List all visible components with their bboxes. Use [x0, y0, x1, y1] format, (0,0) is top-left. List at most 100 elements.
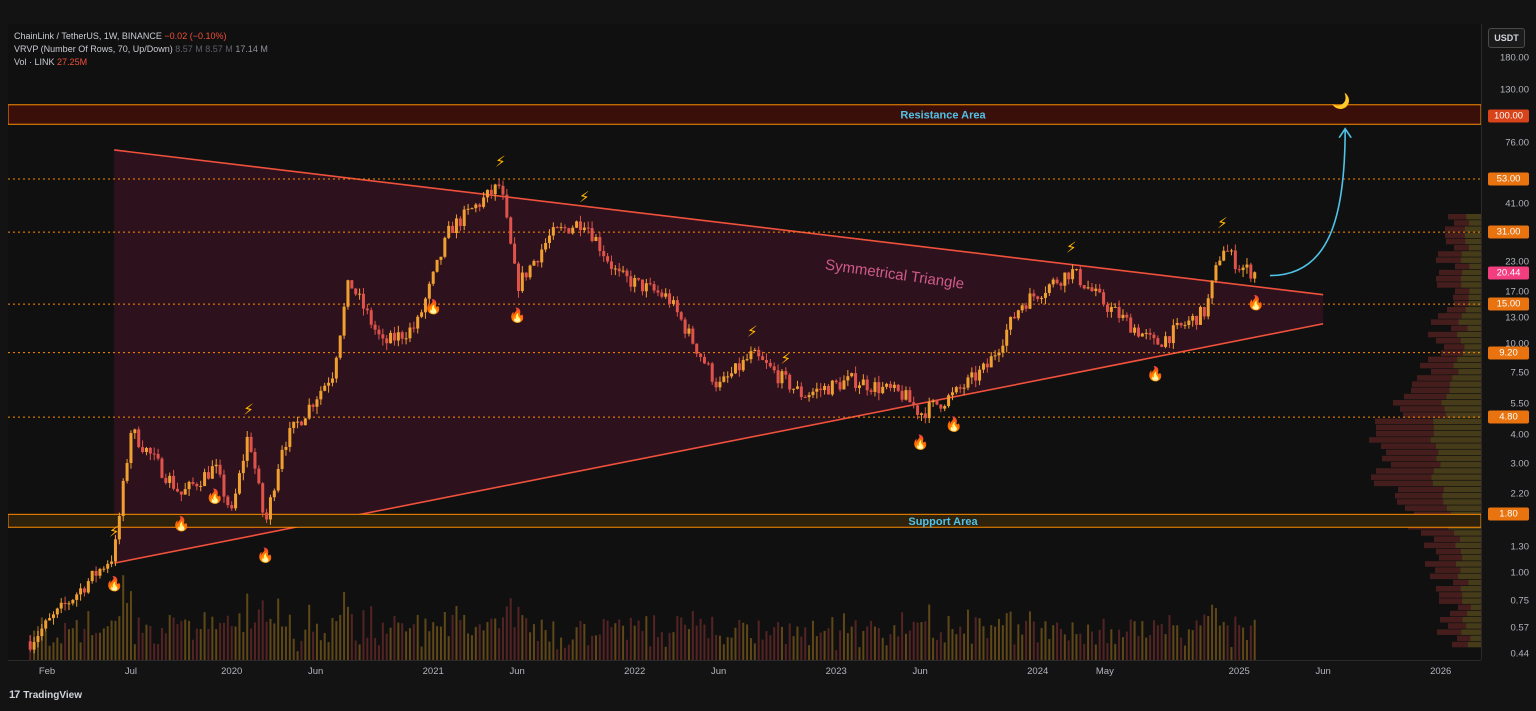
- volume-bar: [172, 617, 175, 660]
- volume-bar: [1048, 639, 1051, 660]
- candle-body: [412, 327, 416, 329]
- volume-bar: [935, 639, 938, 660]
- volume-bar: [184, 619, 187, 660]
- volume-bar: [660, 632, 663, 660]
- volume-bar: [684, 624, 687, 660]
- volume-profile-row: [1433, 418, 1481, 425]
- candle-body: [36, 636, 40, 643]
- candle-body: [1086, 287, 1090, 289]
- volume-bar: [777, 622, 780, 660]
- candle-body: [342, 306, 346, 336]
- volume-bar: [315, 623, 318, 660]
- volume-bar: [1238, 625, 1241, 660]
- volume-bar: [563, 647, 566, 660]
- volume-bar: [180, 620, 183, 660]
- volume-bar: [1183, 645, 1186, 660]
- legend-vrvp-value3: 17.14 M: [235, 44, 268, 54]
- volume-profile-row: [1460, 548, 1481, 555]
- volume-profile-row: [1438, 313, 1462, 319]
- price-tag-level[interactable]: 9.20: [1488, 346, 1529, 360]
- legend-vrvp-row[interactable]: VRVP (Number Of Rows, 70, Up/Down) 8.57 …: [14, 43, 268, 56]
- volume-profile-row: [1430, 437, 1481, 443]
- candle-body: [330, 378, 334, 383]
- candle-body: [547, 235, 551, 243]
- volume-bar: [114, 620, 117, 660]
- legend-symbol-row[interactable]: ChainLink / TetherUS, 1W, BINANCE −0.02 …: [14, 30, 268, 43]
- triangle-upper-trendline[interactable]: [114, 149, 1324, 296]
- chart-area[interactable]: Resistance Area Support Area ⚡ ⚡ ⚡ ⚡ ⚡ ⚡ ⚡ ⚡ 🔥 🔥 🔥 🔥…: [8, 24, 1481, 660]
- volume-bar: [955, 634, 958, 660]
- candle-body: [1055, 279, 1059, 284]
- volume-profile-row: [1460, 257, 1481, 263]
- price-tag-level[interactable]: 53.00: [1488, 172, 1529, 186]
- volume-profile-row: [1398, 486, 1444, 493]
- price-tick-label: 76.00: [1505, 137, 1529, 149]
- candle-body: [958, 387, 962, 389]
- volume-bar: [699, 618, 702, 660]
- legend-change: −0.02 (−0.10%): [164, 31, 227, 41]
- volume-bar: [1063, 634, 1066, 660]
- volume-bar: [641, 631, 644, 660]
- price-tag-resistance[interactable]: 100.00: [1488, 109, 1529, 123]
- lightning-icon: ⚡: [579, 189, 590, 206]
- candle-body: [660, 292, 664, 297]
- volume-profile-row: [1438, 251, 1462, 257]
- volume-bar: [567, 644, 570, 660]
- volume-profile-row: [1391, 462, 1441, 468]
- time-axis[interactable]: Feb Jul 2020 Jun 2021 Jun 2022 Jun 2023 Jun 2024 Ma…: [8, 660, 1481, 683]
- candle-body: [854, 373, 858, 389]
- price-tag-support[interactable]: 1.80: [1488, 507, 1529, 521]
- support-area-zone[interactable]: [8, 513, 1481, 528]
- tradingview-footer[interactable]: 17 TradingView: [9, 689, 82, 701]
- candle-body: [668, 293, 672, 304]
- candle-body: [164, 477, 168, 483]
- candle-body: [203, 472, 207, 486]
- volume-bar: [610, 626, 613, 660]
- volume-bar: [52, 642, 55, 660]
- candle-body: [485, 189, 489, 198]
- volume-bar: [866, 626, 869, 660]
- candle-body: [625, 270, 629, 277]
- volume-bar: [668, 632, 671, 660]
- candle-body: [369, 310, 373, 325]
- candle-body: [648, 283, 652, 285]
- volume-bar: [780, 626, 783, 660]
- volume-profile-row: [1454, 220, 1469, 226]
- volume-profile-row: [1460, 567, 1481, 573]
- candle-body: [989, 356, 993, 368]
- candle-body: [733, 363, 737, 374]
- volume-profile-row: [1464, 226, 1481, 232]
- volume-bar: [846, 633, 849, 660]
- resistance-area-zone[interactable]: [8, 104, 1481, 125]
- candle-body: [536, 261, 540, 263]
- volume-profile-row: [1376, 424, 1434, 431]
- candle-body: [1051, 279, 1055, 285]
- price-axis[interactable]: USDT 180.00 130.00 100.00 76.00 53.00 41.00 31…: [1481, 24, 1536, 660]
- support-area-label: Support Area: [908, 516, 978, 528]
- price-tag-current[interactable]: 20.44: [1488, 266, 1529, 280]
- chart-legend: ChainLink / TetherUS, 1W, BINANCE −0.02 …: [14, 30, 268, 69]
- candle-body: [82, 588, 86, 593]
- price-tag-level[interactable]: 15.00: [1488, 297, 1529, 311]
- volume-bar: [625, 639, 628, 660]
- candle-body: [846, 376, 850, 381]
- price-tick-label: 130.00: [1499, 84, 1529, 96]
- chart-plot[interactable]: Resistance Area Support Area ⚡ ⚡ ⚡ ⚡ ⚡ ⚡ ⚡ ⚡ 🔥 🔥 🔥 🔥…: [8, 24, 1481, 660]
- volume-bar: [265, 621, 268, 660]
- lightning-icon: ⚡: [747, 324, 758, 341]
- volume-bar: [1067, 640, 1070, 660]
- lightning-icon: ⚡: [243, 402, 254, 419]
- currency-button[interactable]: USDT: [1488, 28, 1525, 48]
- candle-body: [1059, 283, 1063, 286]
- candle-body: [133, 429, 137, 434]
- volume-bar: [544, 630, 547, 660]
- legend-volume-row[interactable]: Vol · LINK 27.25M: [14, 56, 268, 69]
- price-tag-level[interactable]: 31.00: [1488, 225, 1529, 239]
- forecast-arrow[interactable]: [1269, 128, 1346, 277]
- volume-profile-row: [1412, 381, 1450, 387]
- candle-body: [1009, 316, 1013, 330]
- volume-profile-row: [1432, 480, 1481, 487]
- flame-icon: 🔥: [173, 515, 190, 532]
- forecast-arrowhead: [1338, 127, 1352, 139]
- price-tag-level[interactable]: 4.80: [1488, 410, 1529, 424]
